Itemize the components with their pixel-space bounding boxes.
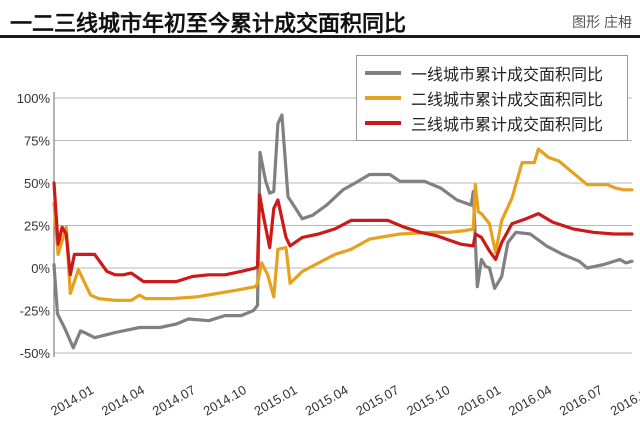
y-tick-label: 50%	[24, 176, 50, 191]
legend-label-tier3: 三线城市累计成交面积同比	[411, 116, 604, 134]
legend: 一线城市累计成交面积同比 二线城市累计成交面积同比 三线城市累计成交面积同比	[356, 55, 628, 141]
x-tick-label: 2016.04	[506, 382, 554, 418]
credit-text: 图形 庄枏	[572, 14, 632, 30]
x-tick-label: 2014.10	[201, 382, 249, 418]
y-tick-label: 75%	[24, 134, 50, 149]
x-tick-label: 2015.04	[302, 382, 350, 418]
legend-item-tier1: 一线城市累计成交面积同比	[365, 60, 619, 85]
y-tick-label: -25%	[20, 304, 51, 319]
x-tick-label: 2016.07	[557, 382, 605, 418]
chart-title: 一二三线城市年初至今累计成交面积同比	[10, 11, 407, 36]
y-tick-label: 100%	[17, 91, 51, 106]
series-line-2	[52, 147, 634, 302]
title-rule	[0, 35, 640, 38]
x-tick-label: 2015.07	[353, 382, 401, 418]
legend-swatch-tier2	[365, 95, 401, 100]
y-tick-label: 0%	[31, 261, 50, 276]
x-tick-label: 2015.01	[252, 382, 300, 418]
x-tick-label: 2016.01	[455, 382, 503, 418]
x-tick-label: 2014.04	[99, 382, 147, 418]
x-tick-label: 2015.10	[404, 382, 452, 418]
legend-swatch-tier1	[365, 70, 401, 75]
series-line-1	[52, 113, 634, 350]
x-tick-label: 2014.01	[48, 382, 96, 418]
legend-label-tier2: 二线城市累计成交面积同比	[411, 91, 604, 109]
legend-label-tier1: 一线城市累计成交面积同比	[411, 66, 604, 84]
legend-item-tier3: 三线城市累计成交面积同比	[365, 110, 619, 135]
y-tick-label: -50%	[20, 346, 51, 361]
legend-swatch-tier3	[365, 120, 401, 125]
legend-item-tier2: 二线城市累计成交面积同比	[365, 85, 619, 110]
series-line-3	[52, 181, 634, 284]
y-tick-label: 25%	[24, 219, 50, 234]
x-tick-label: 2014.07	[150, 382, 198, 418]
x-tick-label: 2016.10	[608, 382, 640, 418]
